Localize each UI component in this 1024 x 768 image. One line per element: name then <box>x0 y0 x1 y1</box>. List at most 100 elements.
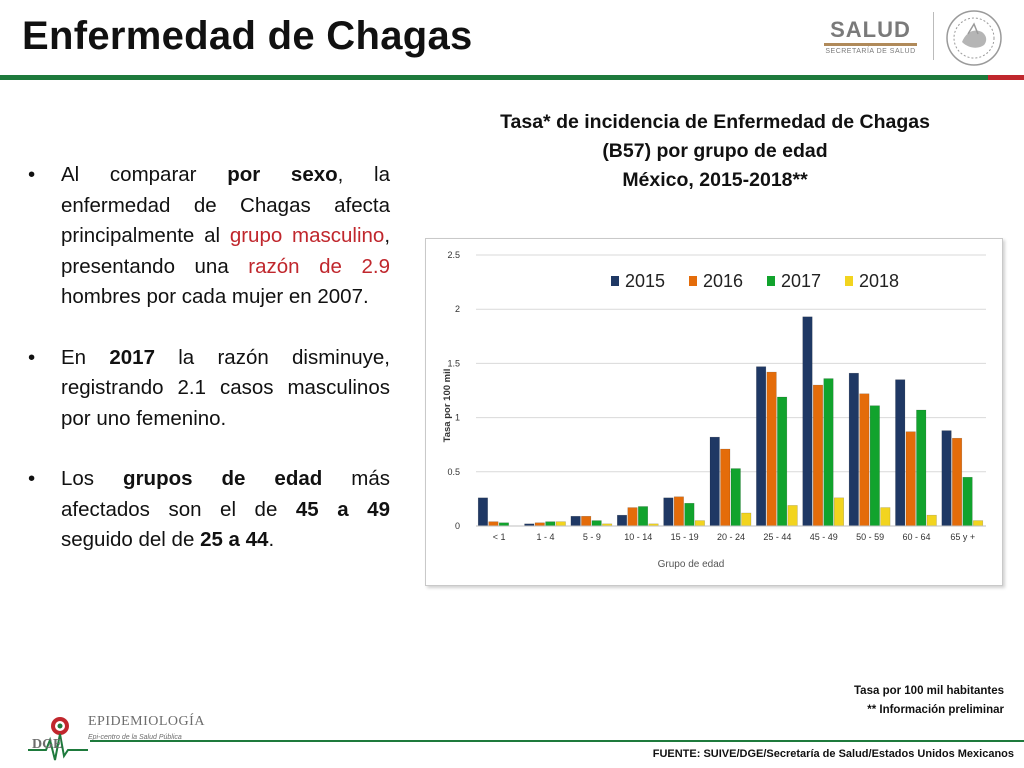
y-tick-label: 2 <box>455 304 460 314</box>
bullet-item: • Al comparar por sexo, la enfermedad de … <box>28 160 390 313</box>
chart-title-line: Tasa* de incidencia de Enfermedad de Cha… <box>500 111 930 133</box>
bar-2018 <box>787 505 798 527</box>
bar-2016 <box>627 507 638 527</box>
epidemiologia-text: EPIDEMIOLOGÍA <box>88 714 205 729</box>
chart-title-line: México, 2015-2018** <box>622 169 808 191</box>
bar-2018 <box>973 520 984 527</box>
bar-2017 <box>591 520 602 527</box>
bar-2017 <box>684 502 695 527</box>
bar-2017 <box>777 396 788 527</box>
dge-logo-icon: DGE <box>28 717 88 761</box>
x-tick-label: 10 - 14 <box>624 532 652 542</box>
bar-2017 <box>730 468 741 527</box>
legend-swatch-2016 <box>689 276 697 286</box>
bullet-segment: grupos de edad <box>123 467 323 490</box>
salud-logo-text: SALUD <box>830 17 911 42</box>
x-tick-label: 25 - 44 <box>763 532 791 542</box>
y-tick-label: 2.5 <box>447 250 460 260</box>
x-tick-label: 45 - 49 <box>810 532 838 542</box>
mexico-seal-icon <box>946 10 1002 66</box>
bar-2018 <box>694 520 705 527</box>
bar-2015 <box>477 497 488 527</box>
bullet-segment: . <box>268 528 275 551</box>
bar-2017 <box>962 476 973 527</box>
bar-2017 <box>916 409 927 527</box>
legend-swatch-2018 <box>845 276 853 286</box>
legend-label: 2015 <box>625 271 665 291</box>
bar-chart: 0 0.5 1 1.5 2 2.5 < 1 1 - 4 5 - 9 10 - 14 15 - 19 2… <box>442 250 986 570</box>
legend-swatch-2015 <box>611 276 619 286</box>
bar-2015 <box>709 436 720 527</box>
bar-2016 <box>812 384 823 527</box>
bar-2018 <box>880 507 891 527</box>
bullet-dot: • <box>28 467 36 490</box>
bullet-segment: por sexo <box>227 163 338 186</box>
bullet-segment: razón de 2.9 <box>248 254 390 278</box>
bullet-dot: • <box>28 163 36 186</box>
bar-2016 <box>766 371 777 527</box>
bar-2016 <box>905 431 916 527</box>
bullet-dot: • <box>28 345 36 369</box>
footer-rule <box>90 740 1024 742</box>
bullet-segment: la razón disminuye, registrando 2.1 caso… <box>61 345 390 430</box>
bar-2015 <box>617 514 628 527</box>
bar-2017 <box>638 506 649 527</box>
legend-label: 2017 <box>781 271 821 291</box>
y-tick-label: 1.5 <box>447 358 460 368</box>
x-axis-label: Grupo de edad <box>658 559 725 570</box>
secretaria-logo-text: SECRETARÍA DE SALUD <box>825 48 916 55</box>
bullet-segment: , presentando una <box>61 224 391 278</box>
epidemiologia-logo: DGE EPIDEMIOLOGÍA Epi-centro de la Salud… <box>28 712 208 764</box>
note-preliminary: ** Información preliminar <box>867 704 1004 716</box>
bar-2015 <box>848 372 859 527</box>
bullet-segment: 2017 <box>109 345 155 369</box>
page-title: Enfermedad de Chagas <box>22 14 473 58</box>
y-tick-label: 0.5 <box>447 467 460 477</box>
x-tick-label: 20 - 24 <box>717 532 745 542</box>
source-footnote: FUENTE: SUIVE/DGE/Secretaría de Salud/Es… <box>652 748 1014 760</box>
salud-logo: SALUD SECRETARÍA DE SALUD <box>818 18 923 58</box>
x-tick-label: 15 - 19 <box>671 532 699 542</box>
bar-2016 <box>488 521 499 527</box>
legend-label: 2016 <box>703 271 743 291</box>
bar-2018 <box>741 512 752 527</box>
x-tick-label: 5 - 9 <box>583 532 601 542</box>
bullet-segment: grupo masculino <box>229 224 385 247</box>
y-axis-label: Tasa por 100 mil <box>442 369 453 443</box>
x-tick-label: 65 y + <box>950 532 975 542</box>
bullet-segment: 25 a 44 <box>200 528 269 551</box>
bar-2015 <box>756 366 767 527</box>
note-rate: Tasa por 100 mil habitantes <box>854 685 1004 697</box>
bullet-segment: más afectados son el de <box>61 467 390 521</box>
bar-2016 <box>673 496 684 527</box>
bullet-segment: seguido del de <box>61 528 201 551</box>
y-tick-label: 1 <box>455 413 460 423</box>
bar-2017 <box>869 405 880 527</box>
bar-2015 <box>570 515 581 527</box>
bullet-item: • Los grupos de edad más afectados son el… <box>28 464 390 556</box>
bullet-segment: Los <box>61 467 124 490</box>
x-tick-label: < 1 <box>493 532 506 542</box>
bar-2018 <box>926 514 937 527</box>
x-tick-label: 60 - 64 <box>902 532 930 542</box>
bar-2018 <box>833 497 844 527</box>
epidemiologia-tagline: Epi-centro de la Salud Pública <box>88 734 182 741</box>
bullet-segment: Al comparar <box>61 163 228 186</box>
bullet-segment: hombres por cada mujer en 2007. <box>61 285 369 308</box>
legend-swatch-2017 <box>767 276 775 286</box>
y-tick-label: 0 <box>455 521 460 531</box>
chart-container: 0 0.5 1 1.5 2 2.5 < 1 1 - 4 5 - 9 10 - 14 15 - 19 2… <box>425 238 1003 586</box>
x-tick-label: 1 - 4 <box>537 532 555 542</box>
x-tick-label: 50 - 59 <box>856 532 884 542</box>
bar-2015 <box>802 316 813 527</box>
bullet-text: Los grupos de edad más afectados son el … <box>61 467 390 551</box>
bullet-text: Al comparar por sexo, la enfermedad de C… <box>61 163 390 308</box>
bar-2018 <box>555 521 566 527</box>
legend-label: 2018 <box>859 271 899 291</box>
bar-2016 <box>859 393 870 527</box>
logo-divider <box>933 12 934 60</box>
bullet-item: • En 2017 la razón disminuye, registrando… <box>28 343 390 435</box>
bullet-segment: , la enfermedad de Chagas afecta princip… <box>61 163 390 247</box>
bar-2016 <box>952 437 963 527</box>
bullet-segment: 45 a 49 <box>295 497 390 521</box>
